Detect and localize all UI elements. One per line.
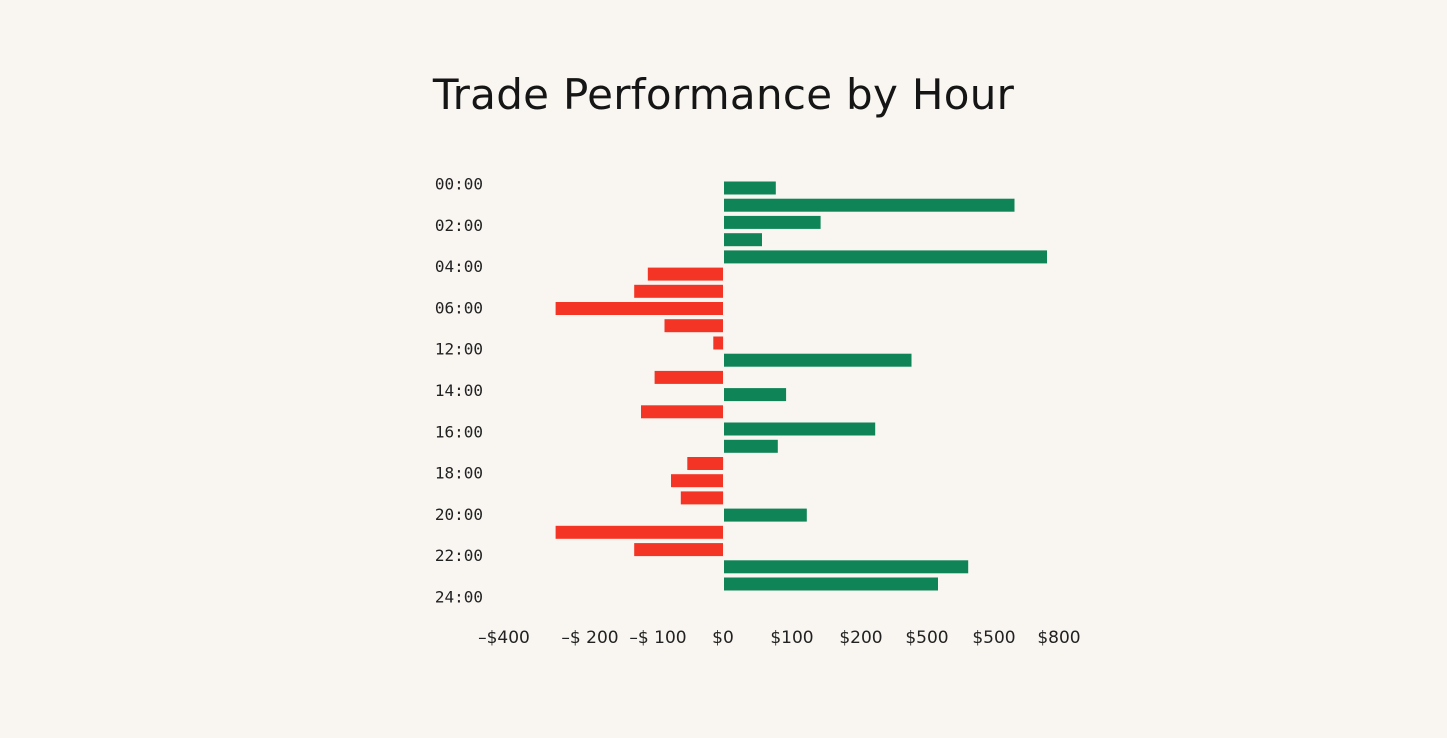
y-tick-label: 04:00 [435, 257, 483, 276]
bar-23 [724, 577, 938, 591]
chart-title: Trade Performance by Hour [432, 70, 1015, 119]
bar-17 [671, 474, 723, 488]
bar-22 [724, 560, 969, 574]
bar-16 [687, 457, 724, 470]
bar-19 [724, 508, 807, 522]
x-tick-label: $500 [905, 628, 948, 648]
bar-20 [555, 525, 723, 539]
y-tick-label: 18:00 [435, 464, 483, 483]
bar-11 [654, 370, 723, 384]
bar-21 [634, 543, 723, 557]
bar-5 [647, 267, 723, 281]
bar-18 [680, 491, 724, 505]
bar-12 [724, 388, 787, 402]
x-tick-label: $800 [1037, 628, 1080, 648]
y-tick-label: 22:00 [435, 546, 483, 565]
bar-15 [724, 439, 778, 453]
bar-14 [724, 422, 876, 436]
y-tick-label: 00:00 [435, 175, 483, 194]
bar-9 [713, 336, 724, 350]
x-tick-label: $0 [712, 628, 734, 648]
y-tick-label: 20:00 [435, 505, 483, 524]
bar-8 [664, 319, 723, 333]
bar-10 [724, 353, 912, 367]
bar-7 [555, 302, 723, 315]
bar-6 [634, 284, 723, 298]
x-tick-label: $200 [839, 628, 882, 648]
bar-4 [724, 250, 1047, 264]
x-tick-label: –$ 100 [629, 628, 686, 648]
y-tick-label: 02:00 [435, 216, 483, 235]
y-tick-labels: 00:00 02:00 04:00 06:00 12:00 14:00 16:00 18:00… [435, 175, 483, 607]
y-tick-label: 06:00 [435, 298, 483, 317]
bar-3 [724, 233, 762, 247]
y-tick-label: 14:00 [435, 381, 483, 400]
y-tick-label: 12:00 [435, 340, 483, 359]
bar-13 [641, 405, 723, 419]
x-tick-label: $100 [770, 628, 813, 648]
x-tick-labels: –$400 –$ 200 –$ 100 $0 $100 $200 $500 $500 $800 [478, 628, 1081, 648]
bar-1 [724, 198, 1015, 212]
x-tick-label: $500 [972, 628, 1015, 648]
y-tick-label: 16:00 [435, 422, 483, 441]
bar-2 [724, 215, 821, 229]
bar-0 [724, 181, 776, 195]
y-tick-label: 24:00 [435, 588, 483, 607]
x-tick-label: –$ 200 [561, 628, 618, 648]
bars-layer [555, 181, 1047, 591]
x-tick-label: –$400 [478, 628, 530, 648]
